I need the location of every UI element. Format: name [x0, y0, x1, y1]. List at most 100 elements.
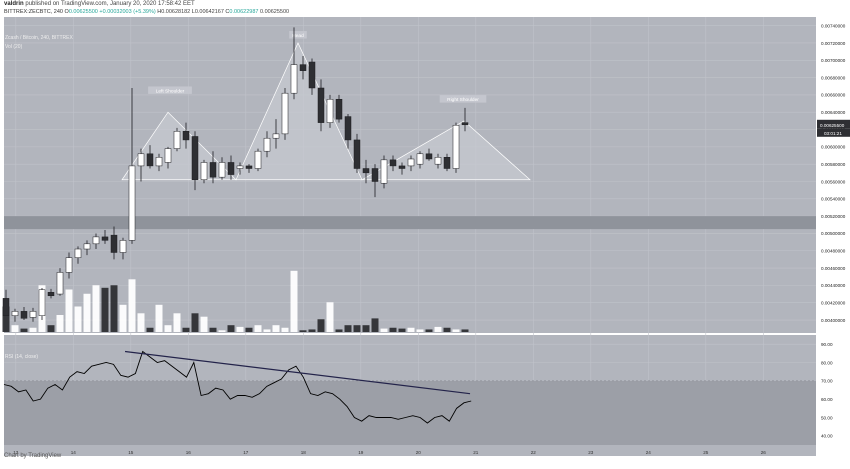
price-tick-label: 0.00640000 [821, 110, 846, 115]
candle-bear [146, 153, 154, 167]
tradingview-footer[interactable]: Chart by TradingView [4, 453, 61, 459]
volume-bar [110, 285, 118, 332]
candle-bear [182, 131, 190, 141]
time-tick-label: 15 [128, 450, 134, 455]
volume-bar [263, 329, 271, 332]
volume-bar [164, 325, 172, 332]
candle-bear [227, 162, 235, 175]
candle-bull [56, 272, 64, 295]
volume-bar [326, 302, 334, 332]
volume-bar [173, 313, 181, 332]
candle-bear [245, 165, 253, 169]
candle-bear [299, 64, 307, 71]
candle-bull [137, 153, 145, 167]
volume-bar [443, 327, 451, 332]
open-value: 0.00625500 [68, 9, 98, 15]
candle-bull [74, 248, 82, 258]
candle-bear [191, 136, 199, 181]
candle-bull [272, 133, 280, 139]
right-shoulder-label: Right Shoulder [447, 97, 479, 103]
symbol-title: Zcash / Bitcoin, 240, BITTREX [5, 35, 73, 41]
candle-bull [119, 240, 127, 253]
volume-bar [137, 313, 145, 332]
candle-bull [254, 150, 262, 169]
left-shoulder-label: Left Shoulder [156, 88, 185, 94]
volume-bar [380, 328, 388, 332]
volume-bar [83, 293, 91, 332]
candle-bull [83, 243, 91, 250]
time-tick-label: 18 [301, 450, 307, 455]
volume-bar [119, 304, 127, 332]
price-tick-label: 0.00700000 [821, 58, 846, 63]
volume-bar [146, 327, 154, 332]
publish-header: valdrin published on TradingView.com, Ja… [0, 0, 850, 17]
rsi-trend-line [124, 350, 471, 395]
time-tick-label: 17 [243, 450, 249, 455]
price-tick-label: 0.00520000 [821, 214, 846, 219]
candle-bull [92, 236, 100, 245]
volume-bar [272, 325, 280, 332]
candle-bear [335, 98, 343, 120]
volume-bar [128, 279, 136, 332]
time-tick-label: 20 [416, 450, 422, 455]
volume-bar [2, 306, 10, 332]
volume-bar [308, 329, 316, 332]
price-tick-label: 0.00440000 [821, 283, 846, 288]
chart-svg[interactable]: Left Shoulder Head Right Shoulder 0.0074000… [0, 17, 850, 464]
price-tick-label: 0.00400000 [821, 318, 846, 323]
volume-bar [20, 328, 28, 332]
volume-bar [182, 327, 190, 332]
support-zone [4, 216, 816, 230]
rsi-tick-label: 80.00 [821, 360, 833, 365]
volume-bar [353, 325, 361, 332]
candle-bull [434, 157, 442, 165]
publish-date: published on TradingView.com, January 20… [25, 1, 195, 7]
volume-bar [47, 325, 55, 332]
time-tick-label: 13 [13, 450, 19, 455]
price-badge-timer-bg [817, 128, 850, 137]
candle-bull [155, 157, 163, 167]
candle-bull [263, 137, 271, 152]
right-shoulder-shape [360, 120, 531, 181]
volume-bar [416, 329, 424, 332]
head-label-bg [289, 31, 307, 39]
time-tick-label: 22 [531, 450, 537, 455]
volume-bar [74, 306, 82, 332]
chart-area[interactable]: Left Shoulder Head Right Shoulder 0.0074000… [0, 17, 850, 464]
candle-bull [416, 153, 424, 165]
head-label: Head [292, 33, 304, 39]
price-tick-label: 0.00600000 [821, 145, 846, 150]
rsi-tick-label: 90.00 [821, 342, 833, 347]
volume-bar [434, 326, 442, 332]
rsi-tick-label: 40.00 [821, 434, 833, 439]
price-tick-label: 0.00660000 [821, 93, 846, 98]
price-badge [817, 119, 850, 129]
time-tick-label: 21 [473, 450, 479, 455]
price-tick-label: 0.00420000 [821, 300, 846, 305]
price-tick-label: 0.00540000 [821, 197, 846, 202]
candle-bear [110, 234, 118, 253]
volume-bar [218, 330, 226, 332]
rsi-tick-label: 70.00 [821, 379, 833, 384]
candle-bull [38, 289, 46, 316]
volume-title: Vol (20) [5, 44, 23, 50]
volume-bar [461, 329, 469, 332]
candle-bear [101, 236, 109, 241]
high-value: 0.00628182 [161, 9, 191, 15]
time-tick-label: 26 [761, 450, 767, 455]
candle-bear [371, 168, 379, 182]
volume-bar [227, 325, 235, 332]
price-tick-label: 0.00720000 [821, 41, 846, 46]
candle-bull [290, 64, 298, 94]
author-name[interactable]: valdrin [4, 1, 24, 7]
candle-bear [353, 139, 361, 169]
price-tick-label: 0.00500000 [821, 231, 846, 236]
candle-bear [461, 122, 469, 126]
right-shoulder-label-bg [439, 95, 487, 103]
price-tick-label: 0.00480000 [821, 249, 846, 254]
candle-bull [281, 92, 289, 135]
price-badge-value: 0.00625500 [820, 123, 845, 128]
price-tick-label: 0.00680000 [821, 75, 846, 80]
volume-bar [254, 325, 262, 332]
candle-bull [164, 148, 172, 163]
